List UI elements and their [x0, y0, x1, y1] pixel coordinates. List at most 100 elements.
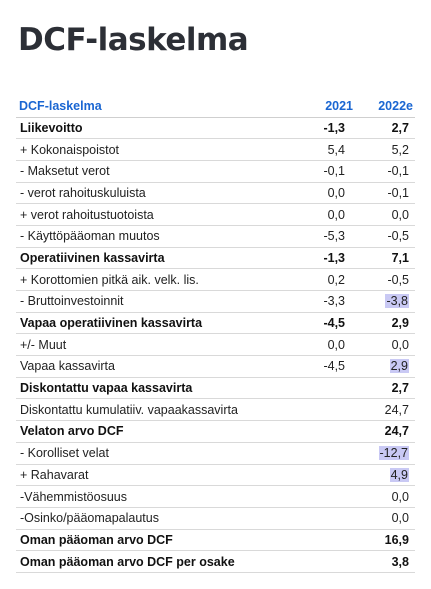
value-2021: 0,2: [291, 268, 355, 291]
value-2021: -0,1: [291, 160, 355, 183]
row-label: + Korottomien pitkä aik. velk. lis.: [16, 268, 291, 291]
value-2022e-cell: 2,9: [355, 312, 415, 335]
value-2021: -3,3: [291, 290, 355, 313]
value-2022e: 2,7: [391, 120, 409, 135]
row-label: Vapaa operatiivinen kassavirta: [16, 312, 291, 335]
value-2022e-cell: 3,8: [355, 550, 415, 573]
value-2021: [291, 485, 355, 508]
value-2022e-cell: 2,7: [355, 117, 415, 140]
value-2022e-cell: 24,7: [355, 398, 415, 422]
row-label: -Osinko/pääomapalautus: [16, 507, 291, 530]
row-label: + Rahavarat: [16, 464, 291, 487]
value-2022e: 0,0: [391, 489, 409, 504]
value-2022e-cell: 0,0: [355, 485, 415, 508]
header-label: DCF-laskelma: [16, 96, 291, 118]
value-2022e-cell: -0,1: [355, 182, 415, 205]
value-2022e: 4,9: [389, 467, 409, 482]
value-2022e: -0,1: [387, 185, 409, 200]
value-2022e-cell: -0,5: [355, 225, 415, 248]
value-2022e: 3,8: [391, 554, 409, 569]
value-2021: 0,0: [291, 333, 355, 357]
value-2021: -4,5: [291, 355, 355, 378]
table-row: Liikevoitto -1,3 2,7: [16, 117, 415, 140]
table-row: - Korolliset velat -12,7: [16, 442, 415, 465]
row-label: - verot rahoituskuluista: [16, 182, 291, 205]
table-row: Oman pääoman arvo DCF 16,9: [16, 529, 415, 552]
table-body: Liikevoitto -1,3 2,7 + Kokonaispoistot 5,4 5,…: [16, 117, 415, 573]
row-label: +/- Muut: [16, 333, 291, 357]
row-label: Vapaa kassavirta: [16, 355, 291, 378]
table-row: - Maksetut verot -0,1 -0,1: [16, 160, 415, 183]
row-label: Oman pääoman arvo DCF: [16, 529, 291, 552]
value-2021: 0,0: [291, 203, 355, 226]
value-2021: [291, 420, 355, 443]
value-2021: -1,3: [291, 247, 355, 270]
value-2022e-cell: 2,7: [355, 377, 415, 400]
row-label: Liikevoitto: [16, 117, 291, 140]
value-2022e: -12,7: [378, 446, 409, 461]
value-2022e: 0,0: [391, 337, 409, 352]
row-label: - Maksetut verot: [16, 160, 291, 183]
table-row: Oman pääoman arvo DCF per osake 3,8: [16, 550, 415, 573]
value-2021: [291, 507, 355, 530]
row-label: Diskontattu vapaa kassavirta: [16, 377, 291, 400]
value-2021: -1,3: [291, 117, 355, 140]
table-row: - Käyttöpääoman muutos -5,3 -0,5: [16, 225, 415, 248]
value-2021: [291, 550, 355, 573]
value-2022e: -0,1: [387, 164, 409, 179]
table-row: + Kokonaispoistot 5,4 5,2: [16, 138, 415, 161]
value-2022e-cell: 0,0: [355, 203, 415, 226]
value-2022e: 0,0: [391, 207, 409, 222]
row-label: Oman pääoman arvo DCF per osake: [16, 550, 291, 573]
value-2021: [291, 377, 355, 400]
value-2022e-cell: 5,2: [355, 138, 415, 161]
value-2022e-cell: -12,7: [355, 442, 415, 465]
value-2021: [291, 398, 355, 422]
value-2022e: -0,5: [387, 272, 409, 287]
value-2022e-cell: 7,1: [355, 247, 415, 270]
table-row: - Bruttoinvestoinnit -3,3 -3,8: [16, 290, 415, 313]
row-label: Diskontattu kumulatiiv. vapaakassavirta: [16, 398, 291, 422]
value-2022e-cell: 16,9: [355, 529, 415, 552]
table-header-row: DCF-laskelma 2021 2022e: [16, 96, 415, 118]
table-row: Diskontattu kumulatiiv. vapaakassavirta 2…: [16, 398, 415, 422]
table-row: +/- Muut 0,0 0,0: [16, 333, 415, 357]
table-row: Diskontattu vapaa kassavirta 2,7: [16, 377, 415, 400]
value-2022e: 5,2: [391, 142, 409, 157]
value-2021: [291, 529, 355, 552]
value-2021: 5,4: [291, 138, 355, 161]
value-2022e: -3,8: [385, 294, 409, 309]
value-2022e: -0,5: [387, 229, 409, 244]
value-2022e: 24,7: [384, 402, 409, 417]
header-year-2021: 2021: [291, 96, 355, 118]
dcf-table: DCF-laskelma 2021 2022e Liikevoitto -1,3 2…: [16, 96, 415, 573]
value-2022e-cell: -0,5: [355, 268, 415, 291]
value-2022e: 2,7: [391, 381, 409, 396]
row-label: -Vähemmistöosuus: [16, 485, 291, 508]
row-label: Velaton arvo DCF: [16, 420, 291, 443]
value-2021: 0,0: [291, 182, 355, 205]
header-year-2022e: 2022e: [355, 96, 415, 118]
row-label: Operatiivinen kassavirta: [16, 247, 291, 270]
row-label: - Bruttoinvestoinnit: [16, 290, 291, 313]
table-row: -Vähemmistöosuus 0,0: [16, 485, 415, 508]
row-label: + verot rahoitustuotoista: [16, 203, 291, 226]
table-row: Vapaa operatiivinen kassavirta -4,5 2,9: [16, 312, 415, 335]
value-2022e-cell: 0,0: [355, 333, 415, 357]
value-2022e-cell: 4,9: [355, 464, 415, 487]
value-2022e: 0,0: [391, 511, 409, 526]
table-row: - verot rahoituskuluista 0,0 -0,1: [16, 182, 415, 205]
table-row: + Rahavarat 4,9: [16, 464, 415, 487]
value-2022e: 2,9: [391, 316, 409, 331]
value-2022e: 2,9: [389, 359, 409, 374]
value-2021: -4,5: [291, 312, 355, 335]
value-2021: [291, 464, 355, 487]
page-title: DCF-laskelma: [18, 22, 249, 58]
row-label: + Kokonaispoistot: [16, 138, 291, 161]
table-row: Operatiivinen kassavirta -1,3 7,1: [16, 247, 415, 270]
value-2022e-cell: 2,9: [355, 355, 415, 378]
table-row: + verot rahoitustuotoista 0,0 0,0: [16, 203, 415, 226]
value-2022e-cell: -0,1: [355, 160, 415, 183]
row-label: - Korolliset velat: [16, 442, 291, 465]
value-2021: [291, 442, 355, 465]
